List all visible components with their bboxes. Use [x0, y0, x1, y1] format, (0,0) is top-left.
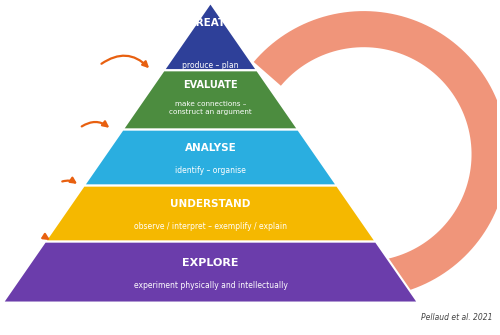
Text: identify – organise: identify – organise — [175, 166, 246, 175]
Text: UNDERSTAND: UNDERSTAND — [170, 199, 250, 209]
Text: produce – plan: produce – plan — [182, 61, 238, 70]
Polygon shape — [45, 186, 376, 242]
Polygon shape — [122, 70, 298, 130]
Text: CREATE: CREATE — [188, 17, 232, 27]
Text: Pellaud et al. 2021: Pellaud et al. 2021 — [421, 313, 492, 322]
Text: experiment physically and intellectually: experiment physically and intellectually — [134, 281, 288, 290]
Text: EXPLORE: EXPLORE — [182, 258, 238, 268]
Polygon shape — [84, 130, 337, 186]
Text: EVALUATE: EVALUATE — [183, 80, 238, 90]
Text: ANALYSE: ANALYSE — [184, 143, 236, 153]
Text: make connections –
construct an argument: make connections – construct an argument — [169, 101, 252, 115]
Polygon shape — [3, 242, 418, 303]
Text: observe / interpret – exemplify / explain: observe / interpret – exemplify / explai… — [134, 222, 287, 231]
Polygon shape — [164, 3, 257, 70]
